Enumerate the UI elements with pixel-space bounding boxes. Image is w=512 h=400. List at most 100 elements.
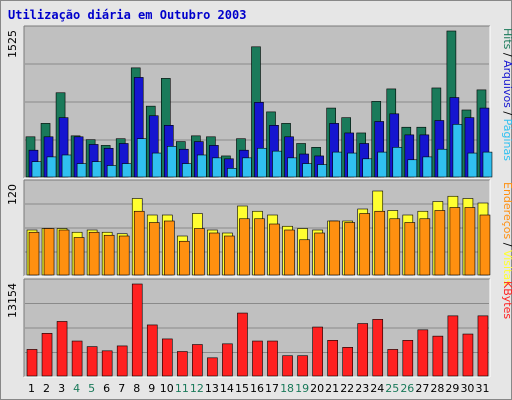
bar-kbytes [342, 347, 353, 377]
bar-páginas [467, 152, 478, 178]
bar-páginas [437, 148, 448, 178]
legend-entry: KBytes [501, 281, 512, 319]
bar-kbytes [177, 351, 188, 377]
bar-kbytes [101, 350, 113, 377]
x-tick-label: 25 [385, 382, 399, 395]
bar-kbytes [372, 319, 384, 377]
bar-kbytes [71, 340, 83, 377]
bar-kbytes [267, 340, 278, 377]
bar-kbytes [327, 340, 338, 377]
bar-endereços [254, 218, 265, 276]
legend: Hits / Arquivos / Páginas [501, 28, 512, 161]
x-tick-label: 20 [310, 382, 324, 395]
bar-kbytes [116, 345, 128, 377]
bar-páginas [76, 163, 87, 178]
bar-kbytes [282, 355, 293, 377]
x-tick-label: 1 [28, 382, 35, 395]
bar-páginas [121, 163, 132, 178]
y-max-label: 120 [6, 184, 19, 205]
panel-1: 1525 Hits / Arquivos / Páginas [6, 25, 512, 179]
bar-páginas [61, 154, 72, 178]
bar-páginas [347, 152, 357, 178]
x-tick-label: 5 [88, 382, 95, 395]
x-tick-label: 18 [280, 382, 294, 395]
legend-entry: / [501, 239, 512, 250]
bar-páginas [482, 151, 493, 178]
bar-endereços [269, 223, 280, 276]
bar-kbytes [86, 346, 98, 377]
bar-endereços [163, 220, 175, 276]
bar-páginas [287, 157, 297, 178]
bar-endereços [329, 220, 340, 276]
x-tick-label: 24 [370, 382, 384, 395]
x-tick-label: 8 [133, 382, 140, 395]
x-tick-label: 30 [460, 382, 474, 395]
bar-kbytes [207, 357, 218, 377]
bar-kbytes [417, 329, 429, 377]
legend: KBytes [501, 281, 512, 319]
bar-páginas [272, 150, 282, 178]
bar-páginas [91, 161, 102, 178]
bar-páginas [257, 147, 267, 178]
y-max-label: 1525 [6, 30, 19, 58]
bar-páginas [106, 165, 117, 178]
bar-endereços [224, 235, 235, 276]
x-tick-label: 3 [58, 382, 65, 395]
bar-kbytes [146, 324, 158, 377]
bar-páginas [332, 151, 342, 178]
bar-endereços [434, 210, 446, 276]
legend-entry: / [501, 49, 512, 60]
bar-endereços [359, 213, 371, 276]
panel-2: 120 Endereços / Visitas [6, 179, 512, 286]
bar-kbytes [237, 312, 248, 377]
bar-kbytes [26, 349, 38, 377]
bar-páginas [31, 161, 42, 178]
bar-páginas [407, 159, 418, 178]
bar-páginas [212, 157, 222, 178]
series-endereços [28, 207, 491, 276]
bar-endereços [449, 207, 461, 276]
bar-endereços [43, 228, 55, 276]
bar-páginas [392, 147, 403, 178]
bar-kbytes [222, 343, 233, 377]
legend-entry: Páginas [501, 119, 512, 162]
bar-endereços [314, 232, 325, 276]
bar-kbytes [432, 335, 444, 377]
x-tick-label: 22 [340, 382, 354, 395]
bar-endereços [133, 210, 145, 276]
x-tick-label: 9 [148, 382, 155, 395]
bar-kbytes [56, 321, 68, 377]
bar-endereços [28, 231, 40, 276]
x-tick-label: 11 [175, 382, 189, 395]
x-tick-label: 31 [475, 382, 489, 395]
x-tick-label: 27 [415, 382, 429, 395]
bar-páginas [166, 146, 177, 178]
legend-entry: Endereços [501, 182, 512, 239]
bar-endereços [404, 222, 416, 276]
x-tick-label: 28 [430, 382, 444, 395]
bar-páginas [182, 163, 192, 178]
x-tick-label: 17 [265, 382, 279, 395]
bar-endereços [419, 218, 431, 276]
x-tick-label: 7 [118, 382, 125, 395]
x-tick-label: 4 [73, 382, 80, 395]
x-tick-label: 12 [190, 382, 204, 395]
bar-kbytes [161, 338, 173, 377]
series-kbytes [26, 283, 489, 377]
bar-páginas [377, 151, 388, 178]
bar-kbytes [312, 326, 323, 377]
x-tick-label: 13 [205, 382, 219, 395]
x-tick-label: 2 [43, 382, 50, 395]
bar-endereços [284, 229, 295, 276]
chart-title: Utilização diária em Outubro 2003 [8, 8, 246, 22]
panel-3: 13154 KBytes [6, 278, 512, 378]
x-tick-label: 26 [400, 382, 414, 395]
bar-kbytes [297, 355, 308, 377]
x-tick-label: 15 [235, 382, 249, 395]
bar-endereços [118, 235, 130, 276]
x-tick-label: 23 [355, 382, 369, 395]
bar-páginas [136, 138, 147, 178]
bar-endereços [58, 229, 70, 276]
bar-endereços [479, 214, 491, 276]
